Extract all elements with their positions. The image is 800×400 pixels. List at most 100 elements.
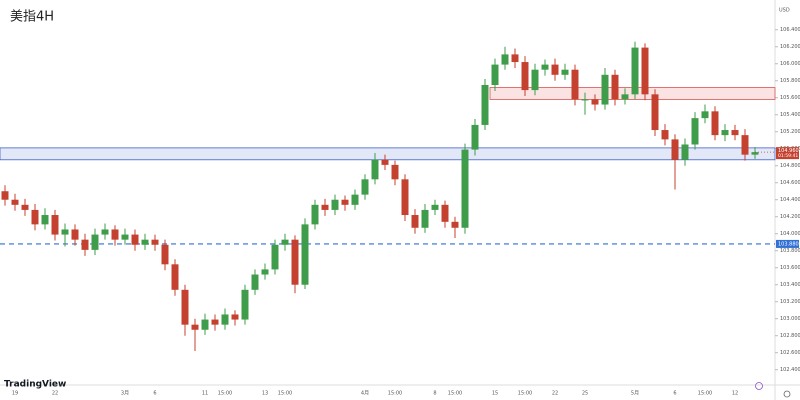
candle-body [421,209,429,228]
candle-body [411,215,419,228]
y-tick-label: 104.800 [780,163,800,169]
candle-body [121,234,129,240]
candle-body [261,269,269,275]
y-tick-label: 104.000 [780,231,800,237]
level-label: 103.880 [778,241,799,247]
candle-body [181,289,189,325]
y-tick-label: 103.600 [780,265,800,271]
candle-body [511,54,519,63]
candle-body [531,69,539,91]
y-tick-label: 105.800 [780,78,800,84]
candle-body [351,194,359,205]
x-tick-label: 22 [52,391,58,397]
candle-body [341,199,349,205]
candle-body [741,135,749,155]
candle-body [131,234,139,245]
x-tick-label: 15:00 [448,391,462,397]
candle-body [671,139,679,160]
candle-body [711,111,719,136]
candle-body [721,130,729,136]
x-tick-label: 12 [732,391,738,397]
candle-body [751,152,759,155]
candle-body [641,47,649,95]
x-tick-label: 3月 [121,391,129,397]
candle-body [471,124,479,150]
y-tick-label: 106.200 [780,44,800,50]
candle-body [201,319,209,330]
candle-body [651,94,659,131]
candle-body [191,324,199,330]
candle-body [401,179,409,216]
candle-body [691,118,699,145]
candle-body [61,229,69,235]
candle-body [581,99,589,101]
candle-body [541,64,549,70]
y-tick-label: 103.200 [780,299,800,305]
candle-body [361,179,369,195]
candle-body [11,199,19,205]
x-tick-label: 13 [262,391,268,397]
y-tick-label: 103.800 [780,248,800,254]
x-tick-label: 8 [433,391,436,397]
y-tick-label: 106.400 [780,27,800,33]
y-tick-label: 103.000 [780,316,800,322]
candle-body [661,130,669,140]
y-tick-label: 104.400 [780,197,800,203]
candle-body [91,234,99,250]
candle-body [461,149,469,228]
candle-body [551,64,559,75]
candle-body [251,274,259,290]
candle-body [391,164,399,180]
candle-body [41,215,49,225]
candle-body [51,215,59,235]
candle-body [601,74,609,105]
y-tick-label: 103.400 [780,282,800,288]
candle-body [371,159,379,180]
x-tick-label: 6 [673,391,676,397]
candle-body [621,94,629,100]
x-tick-label: 22 [552,391,558,397]
candle-body [561,69,569,75]
candle-body [31,209,39,225]
candle-body [281,239,289,245]
candle-body [501,54,509,65]
currency: USD [779,8,790,14]
y-tick-label: 106.000 [780,61,800,67]
candle-body [431,204,439,210]
x-tick-label: 19 [12,391,18,397]
candle-body [701,111,709,119]
candle-body [151,239,159,245]
y-tick-label: 105.600 [780,95,800,101]
candle-body [21,204,29,210]
candle-body [311,204,319,225]
x-tick-label: 15:00 [698,391,712,397]
candle-body [1,191,9,200]
candle-body [571,69,579,100]
candle-body [71,229,79,240]
x-tick-label: 15:00 [518,391,532,397]
candle-body [681,144,689,160]
icon[interactable] [755,382,763,390]
candle-body [101,229,109,235]
x-tick-label: 11 [202,391,208,397]
candle-body [591,99,599,105]
candle-body [141,239,149,245]
y-tick-label: 105.400 [780,112,800,118]
chart-title: 美指4H [10,10,54,25]
countdown: 01:59:41 [778,153,798,159]
candle-body [221,314,229,325]
x-tick-label: 15:00 [278,391,292,397]
candle-body [481,84,489,125]
settings-icon[interactable] [783,390,791,398]
candle-body [301,224,309,285]
x-tick-label: 4月 [361,391,369,397]
last-price-box [776,147,799,160]
y-tick-label: 105.200 [780,129,800,135]
x-tick-label: 6 [153,391,156,397]
candle-body [161,244,169,265]
candle-body [491,64,499,85]
zone [0,147,776,161]
x-tick-label: 25 [582,391,588,397]
candle-body [321,204,329,210]
